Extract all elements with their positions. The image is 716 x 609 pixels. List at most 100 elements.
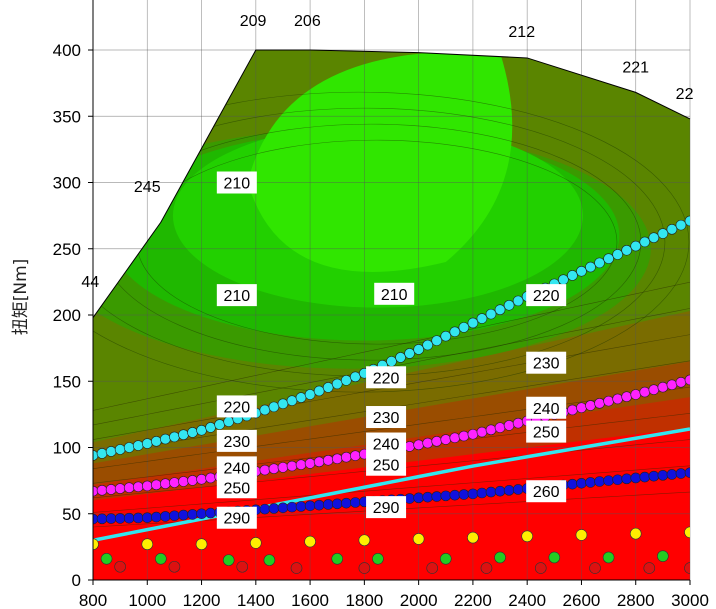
series-point [268,503,280,514]
series-point [413,344,424,355]
series-point [585,400,596,411]
series-point [440,490,452,502]
contour-label-text: 210 [223,288,250,305]
series-point [458,322,470,333]
series-point [268,463,280,475]
contour-label-text: 240 [533,401,560,418]
series-point [521,530,533,543]
series-point [169,431,180,443]
series-point [123,442,135,453]
series-point [439,552,452,565]
series-point [313,499,325,511]
contour-line [93,91,690,393]
series-point [132,481,144,493]
series-point [313,385,325,397]
series-point [386,356,397,367]
series-point [684,467,690,478]
x-tick-label: 2600 [563,591,601,609]
series-point [648,232,660,244]
series-point [114,444,126,455]
series-point [594,257,605,269]
y-tick-label: 0 [72,571,81,590]
series-point [205,507,216,519]
series-point [205,422,216,433]
series-point [196,508,207,520]
contour-label-box [526,480,567,503]
series-point [331,552,344,565]
series-point [431,335,443,346]
series-point [567,270,578,281]
series-point [630,389,642,400]
contour-label: 220 [526,284,567,307]
series-point [169,477,180,488]
y-axis-label: 扭矩[Nm] [11,259,31,336]
series-point [639,236,651,248]
series-point [621,391,632,403]
contour-label-text: 220 [533,288,560,305]
contour-line [93,465,690,513]
series-point [431,436,443,447]
series-point [187,509,198,520]
series-point [458,430,470,442]
contour-label-text: 220 [223,399,250,416]
series-point [512,295,524,307]
series-point [639,471,651,483]
series-point [449,326,461,338]
series-point [151,479,162,491]
series-point [132,512,144,524]
x-tick-label: 1600 [291,591,329,609]
series-point [648,384,660,395]
series-point [340,497,352,509]
contour-label-text: 230 [373,410,400,427]
x-tick-label: 3000 [671,591,709,609]
series-point [196,473,207,485]
series-point [603,475,614,486]
zone-core [247,51,513,272]
series-point [548,551,561,564]
x-tick-label: 800 [79,591,107,609]
series-point [612,249,623,260]
series-point [290,562,303,574]
contour-label: 230 [366,406,407,429]
series-point [214,419,225,430]
contour-label: 220 [216,395,257,418]
series-point [93,538,99,551]
series-point [666,224,678,235]
contour-label: 240 [216,456,257,479]
series-point [602,551,615,564]
series-point [413,439,424,451]
contour-label-text: 240 [373,437,400,454]
contour-line [93,281,690,411]
series-point [422,437,433,449]
series-point [295,459,307,471]
series-point [675,468,687,479]
contour-label: 250 [366,453,407,476]
series-4 [93,526,690,551]
y-tick-label: 200 [53,306,81,325]
contour-label-text: 250 [373,458,400,475]
series-point [558,274,569,285]
contour-label: 210 [374,282,415,305]
series-point [331,378,343,390]
series-point [485,308,497,320]
contour-label-text: 240 [223,460,250,477]
contour-label-text: 230 [533,356,560,373]
series-point [485,424,497,436]
series-1 [93,374,690,497]
contour-label-box [216,456,257,479]
x-tick-label: 1400 [237,591,275,609]
series-point [169,510,180,522]
series-point [358,534,371,547]
series-point [576,477,587,489]
contour-label-box [216,171,257,194]
series-point [187,475,198,486]
series-point [589,562,601,574]
series-point [657,550,669,562]
contour-label-box [526,420,567,443]
contour-label-box [216,429,257,452]
max-torque-label: 221 [622,60,649,77]
contour-label-text: 210 [223,176,250,193]
contour-label-text: 290 [373,500,400,517]
series-point [114,560,126,573]
series-point [512,484,524,495]
